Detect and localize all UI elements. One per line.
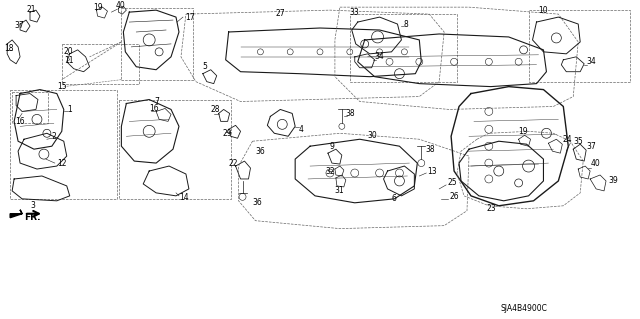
Text: 27: 27 — [275, 9, 285, 18]
Text: 20: 20 — [64, 47, 74, 56]
Text: 25: 25 — [447, 178, 457, 188]
Text: 21: 21 — [26, 5, 36, 14]
Text: 26: 26 — [449, 192, 459, 201]
Text: 40: 40 — [590, 159, 600, 167]
Text: 16: 16 — [15, 117, 25, 126]
Text: 9: 9 — [330, 142, 335, 151]
Text: 24: 24 — [563, 135, 572, 144]
Bar — [10, 90, 117, 199]
Polygon shape — [10, 210, 22, 218]
Text: 39: 39 — [608, 176, 618, 185]
Text: 22: 22 — [228, 159, 238, 167]
Text: 40: 40 — [115, 1, 125, 10]
Text: 5: 5 — [203, 62, 208, 71]
Text: 7: 7 — [154, 97, 159, 106]
Text: 19: 19 — [518, 127, 528, 136]
Bar — [12, 92, 48, 123]
Text: 35: 35 — [573, 137, 583, 146]
Text: 36: 36 — [252, 198, 262, 207]
Text: 11: 11 — [64, 56, 73, 65]
Text: 10: 10 — [538, 6, 548, 15]
Text: 13: 13 — [428, 167, 437, 175]
Text: 37: 37 — [586, 142, 596, 151]
Text: 14: 14 — [179, 193, 189, 202]
Text: 32: 32 — [325, 167, 335, 175]
Text: 3: 3 — [30, 201, 35, 210]
Text: SJA4B4900C: SJA4B4900C — [500, 304, 548, 313]
Text: 4: 4 — [298, 125, 303, 134]
Text: 15: 15 — [57, 82, 67, 91]
Text: 1: 1 — [67, 105, 72, 114]
Bar — [350, 14, 457, 82]
Text: 37: 37 — [14, 20, 24, 30]
Bar — [529, 10, 630, 82]
Text: 28: 28 — [211, 105, 220, 114]
Bar — [122, 8, 193, 80]
Text: 2: 2 — [52, 132, 56, 141]
Text: 23: 23 — [487, 204, 497, 213]
Text: 12: 12 — [57, 159, 67, 167]
Text: 18: 18 — [4, 44, 13, 53]
Text: 34: 34 — [374, 52, 385, 61]
Text: 6: 6 — [392, 194, 396, 203]
Bar — [62, 44, 140, 84]
Text: 16: 16 — [149, 104, 159, 113]
Text: 30: 30 — [367, 131, 378, 140]
Text: 38: 38 — [425, 145, 435, 154]
Text: 38: 38 — [346, 109, 355, 118]
Text: 33: 33 — [350, 8, 360, 17]
Text: 34: 34 — [586, 57, 596, 66]
Text: 17: 17 — [185, 12, 195, 22]
Text: 19: 19 — [93, 3, 103, 12]
Text: 29: 29 — [223, 129, 232, 138]
Bar — [120, 100, 230, 199]
Text: 31: 31 — [335, 186, 344, 195]
Text: 8: 8 — [403, 19, 408, 28]
Text: FR.: FR. — [24, 213, 40, 222]
Text: 36: 36 — [255, 147, 265, 156]
